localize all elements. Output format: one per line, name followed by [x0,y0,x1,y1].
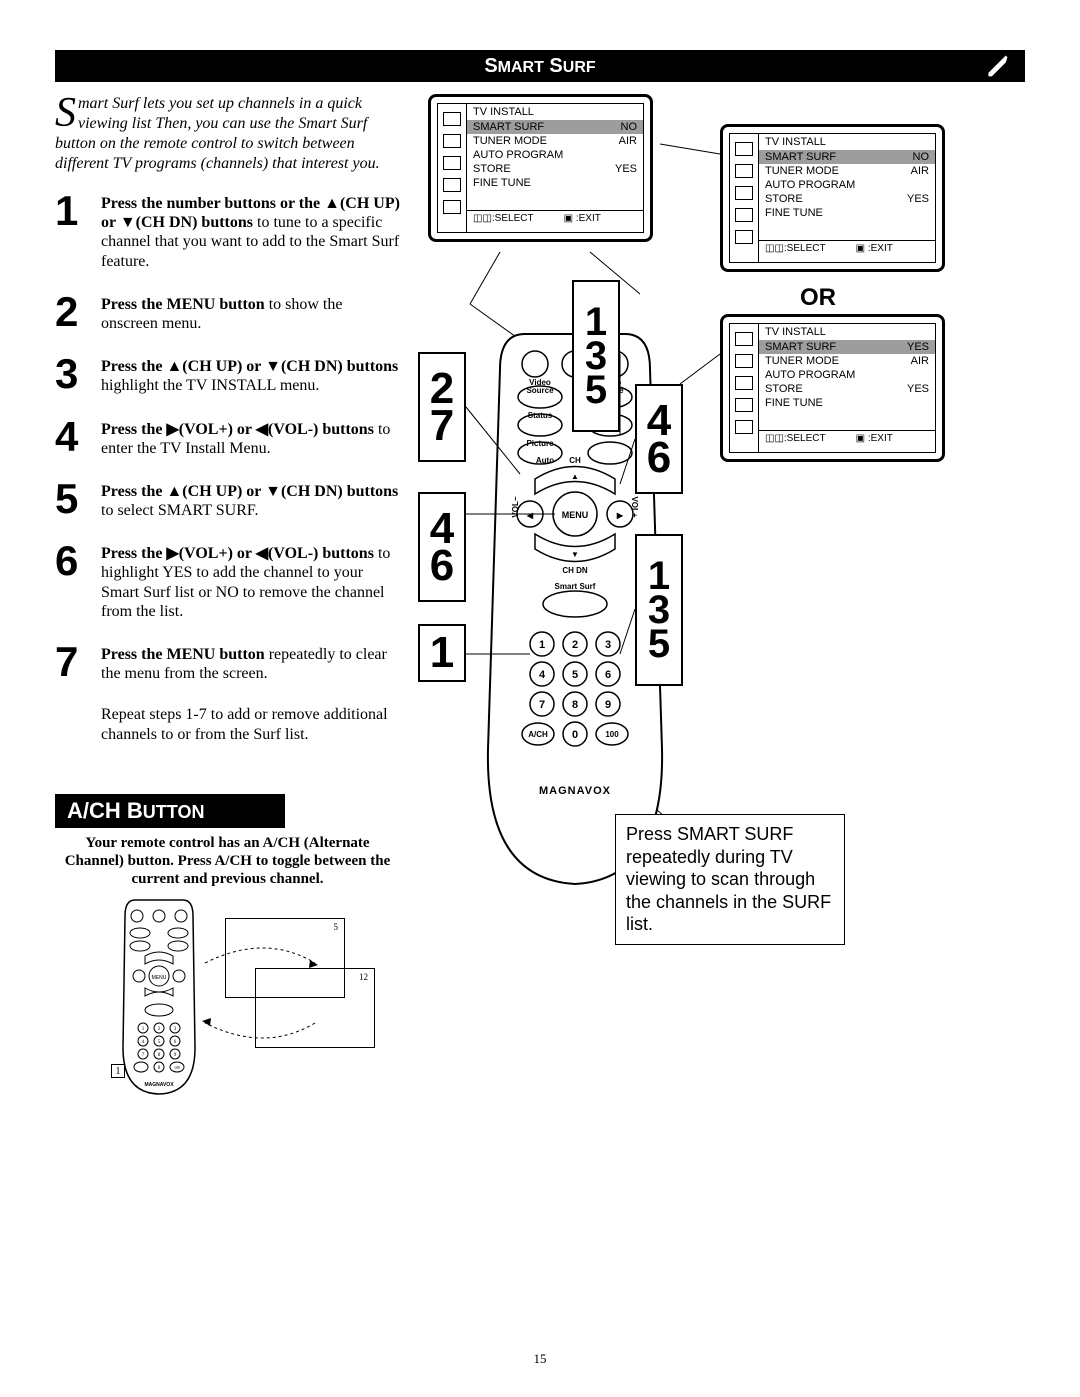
mini-tv-b: 12 [255,968,375,1048]
svg-text:▲: ▲ [571,472,579,481]
svg-text:1: 1 [539,639,545,651]
repeat-note: Repeat steps 1-7 to add or remove additi… [101,705,400,743]
step-6: 6Press the ▶(VOL+) or ◀(VOL-) buttons to… [55,542,400,621]
svg-text:5: 5 [572,669,578,681]
svg-text:100: 100 [605,730,619,739]
menu-screen-3: TV INSTALL SMART SURFYES TUNER MODEAIR A… [720,314,945,462]
svg-text:Smart Surf: Smart Surf [555,582,596,591]
svg-text:MENU: MENU [562,510,589,520]
callout-4-6-right: 46 [635,384,683,494]
svg-text:MENU: MENU [152,975,167,981]
ach-step-box: 1 [111,1064,125,1078]
svg-text:Picture: Picture [526,439,554,448]
svg-text:6: 6 [605,669,611,681]
svg-text:Status: Status [528,411,553,420]
step-2: 2Press the MENU button to show the onscr… [55,293,400,333]
steps-list: 1Press the number buttons or the ▲(CH UP… [55,192,400,683]
or-label: OR [800,284,836,312]
svg-text:Source: Source [526,386,554,395]
page-title: SMART SURF [484,55,595,78]
svg-text:VOL−: VOL− [511,496,520,517]
svg-text:100: 100 [174,1065,180,1070]
step-1: 1Press the number buttons or the ▲(CH UP… [55,192,400,271]
step-7: 7Press the MENU button repeatedly to cle… [55,643,400,683]
callout-1-3-5-top: 135 [572,280,620,432]
svg-text:◀: ◀ [526,511,534,520]
ach-subtext: Your remote control has an A/CH (Alterna… [55,834,400,888]
step-4: 4Press the ▶(VOL+) or ◀(VOL-) buttons to… [55,418,400,458]
callout-1-3-5-bottom: 135 [635,534,683,686]
svg-text:▶: ▶ [616,511,624,520]
ach-heading: A/CH BUTTON [55,794,285,828]
svg-text:0: 0 [572,729,578,741]
svg-text:MAGNAVOX: MAGNAVOX [144,1082,174,1088]
svg-text:8: 8 [572,699,578,711]
svg-text:CH DN: CH DN [562,566,588,575]
svg-text:3: 3 [605,639,611,651]
remote-corner-icon [969,50,1025,82]
svg-text:VOL+: VOL+ [630,496,639,517]
callout-4-6-left: 46 [418,492,466,602]
header-bar: SMART SURF [55,50,1025,82]
ach-diagram: MENU MAGNAVOX 123 456 789 0100 [55,898,400,1098]
svg-text:MAGNAVOX: MAGNAVOX [539,785,611,797]
menu-screen-2: TV INSTALL SMART SURFNO TUNER MODEAIR AU… [720,124,945,272]
svg-text:▼: ▼ [571,550,579,559]
svg-text:A/CH: A/CH [528,730,548,739]
svg-text:Auto: Auto [536,456,554,465]
svg-text:7: 7 [539,699,545,711]
step-5: 5Press the ▲(CH UP) or ▼(CH DN) buttons … [55,480,400,520]
step-3: 3Press the ▲(CH UP) or ▼(CH DN) buttons … [55,355,400,395]
callout-1-left: 1 [418,624,466,682]
intro-paragraph: Smart Surf lets you set up channels in a… [55,94,400,174]
menu-screen-1: TV INSTALL SMART SURFNO TUNER MODEAIR AU… [428,94,653,242]
svg-text:9: 9 [605,699,611,711]
page-number: 15 [534,1351,547,1367]
callout-2-7: 27 [418,352,466,462]
svg-text:2: 2 [572,639,578,651]
tip-box: Press SMART SURF repeatedly during TV vi… [615,814,845,945]
svg-text:CH: CH [569,456,581,465]
svg-text:4: 4 [539,669,546,681]
